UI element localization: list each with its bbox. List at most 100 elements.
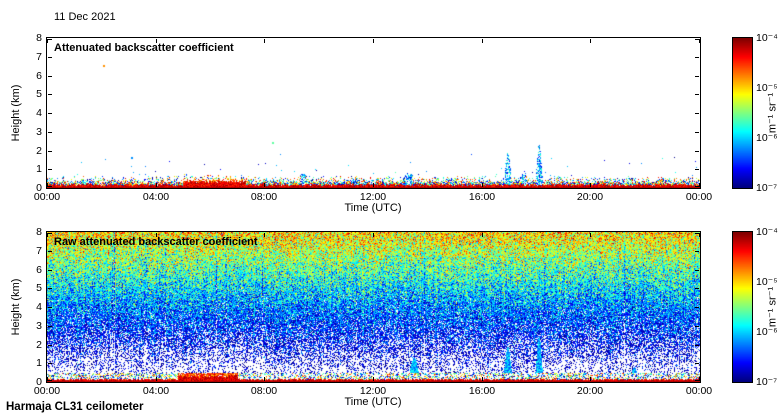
y-tick-mark: [695, 363, 699, 364]
y-tick-label: 8: [36, 226, 42, 238]
colorbar-tick-label: 10⁻⁷: [756, 182, 778, 194]
x-tick-mark: [47, 377, 48, 381]
y-tick-mark: [48, 363, 52, 364]
y-tick-mark: [48, 132, 52, 133]
y-tick-mark: [695, 39, 699, 40]
y-tick-mark: [695, 94, 699, 95]
x-tick-label: 20:00: [576, 385, 604, 397]
y-tick-mark: [695, 57, 699, 58]
y-tick-mark: [695, 307, 699, 308]
y-tick-mark: [695, 380, 699, 381]
x-tick-mark: [156, 39, 157, 43]
x-tick-mark: [373, 39, 374, 43]
x-tick-mark: [482, 183, 483, 187]
x-tick-mark: [699, 233, 700, 237]
colorbar-tick-label: 10⁻⁶: [756, 326, 778, 338]
y-tick-mark: [695, 326, 699, 327]
y-tick-mark: [695, 76, 699, 77]
y-tick-mark: [48, 186, 52, 187]
y-tick-label: 7: [36, 245, 42, 257]
x-tick-mark: [264, 183, 265, 187]
y-tick-label: 7: [36, 51, 42, 63]
x-tick-mark: [699, 183, 700, 187]
x-tick-label: 00:00: [685, 385, 713, 397]
y-tick-mark: [695, 186, 699, 187]
y-tick-mark: [695, 288, 699, 289]
x-tick-mark: [590, 39, 591, 43]
x-tick-label: 08:00: [250, 191, 278, 203]
y-tick-label: 6: [36, 70, 42, 82]
y-tick-mark: [48, 57, 52, 58]
colorbar-unit-label-attenuated: m⁻¹ sr⁻¹: [766, 92, 779, 134]
y-tick-mark: [48, 169, 52, 170]
colorbar-tick-label: 10⁻⁷: [756, 376, 778, 388]
y-tick-mark: [48, 270, 52, 271]
x-tick-mark: [699, 377, 700, 381]
y-tick-mark: [48, 345, 52, 346]
x-tick-mark: [47, 233, 48, 237]
x-tick-label: 04:00: [142, 191, 170, 203]
x-tick-label: 12:00: [359, 385, 387, 397]
x-tick-mark: [47, 183, 48, 187]
y-tick-label: 8: [36, 32, 42, 44]
colorbar-tick-label: 10⁻⁵: [756, 82, 778, 94]
y-tick-mark: [48, 233, 52, 234]
x-tick-label: 16:00: [468, 191, 496, 203]
colorbar-tick-label: 10⁻⁵: [756, 276, 778, 288]
colorbar-border-attenuated: [732, 37, 753, 189]
y-tick-label: 2: [36, 339, 42, 351]
y-tick-label: 3: [36, 320, 42, 332]
x-tick-mark: [373, 183, 374, 187]
colorbar-raw-canvas: [733, 232, 752, 382]
x-axis-label-attenuated: Time (UTC): [344, 202, 402, 214]
date-label: 11 Dec 2021: [54, 11, 116, 23]
panel-title-attenuated: Attenuated backscatter coefficient: [54, 42, 234, 54]
x-tick-mark: [590, 183, 591, 187]
y-tick-mark: [48, 326, 52, 327]
heatmap-raw-canvas: [47, 232, 700, 382]
heatmap-attenuated-canvas: [47, 38, 700, 188]
y-tick-label: 3: [36, 126, 42, 138]
y-tick-mark: [48, 288, 52, 289]
y-tick-mark: [695, 270, 699, 271]
y-tick-mark: [48, 380, 52, 381]
colorbar-unit-label-raw: m⁻¹ sr⁻¹: [766, 286, 779, 328]
x-tick-label: 16:00: [468, 385, 496, 397]
x-tick-label: 00:00: [33, 191, 61, 203]
x-tick-mark: [264, 39, 265, 43]
x-tick-mark: [264, 377, 265, 381]
y-tick-mark: [695, 169, 699, 170]
x-tick-label: 00:00: [33, 385, 61, 397]
y-tick-mark: [48, 113, 52, 114]
y-tick-mark: [695, 113, 699, 114]
y-tick-mark: [695, 345, 699, 346]
y-tick-mark: [48, 307, 52, 308]
y-tick-label: 6: [36, 264, 42, 276]
instrument-label: Harmaja CL31 ceilometer: [6, 401, 144, 413]
x-tick-mark: [482, 233, 483, 237]
y-axis-label-raw: Height (km): [10, 278, 22, 336]
x-tick-label: 08:00: [250, 385, 278, 397]
x-tick-mark: [373, 233, 374, 237]
y-tick-mark: [48, 76, 52, 77]
y-tick-label: 0: [36, 376, 42, 388]
x-tick-mark: [590, 377, 591, 381]
y-axis-label-attenuated: Height (km): [10, 84, 22, 142]
y-tick-label: 4: [36, 107, 42, 119]
x-tick-mark: [156, 377, 157, 381]
y-tick-label: 5: [36, 88, 42, 100]
colorbar-tick-label: 10⁻⁴: [756, 226, 778, 238]
x-tick-mark: [373, 377, 374, 381]
x-tick-mark: [156, 233, 157, 237]
x-tick-label: 04:00: [142, 385, 170, 397]
y-tick-label: 0: [36, 182, 42, 194]
x-tick-mark: [590, 233, 591, 237]
y-tick-label: 1: [36, 357, 42, 369]
colorbar-tick-label: 10⁻⁴: [756, 32, 778, 44]
y-tick-label: 2: [36, 145, 42, 157]
plot-border-attenuated: [46, 37, 701, 189]
x-tick-label: 12:00: [359, 191, 387, 203]
plot-border-raw: [46, 231, 701, 383]
y-tick-mark: [48, 39, 52, 40]
